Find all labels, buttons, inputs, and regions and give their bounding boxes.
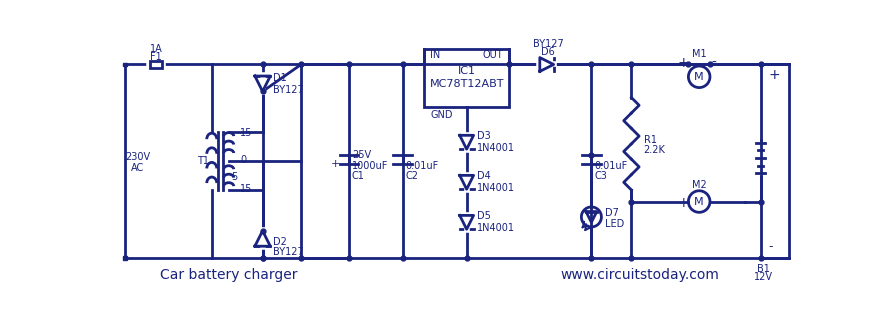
Bar	[122, 62, 127, 66]
Text: F1: F1	[150, 52, 162, 62]
Text: M1: M1	[692, 49, 706, 59]
Text: C3: C3	[595, 171, 607, 181]
Text: R1: R1	[644, 135, 657, 145]
Text: -: -	[769, 240, 773, 253]
Text: M: M	[695, 197, 704, 207]
Text: 1N4001: 1N4001	[477, 184, 516, 194]
Text: Car battery charger: Car battery charger	[160, 268, 298, 282]
Text: M: M	[695, 72, 704, 82]
Text: D3: D3	[477, 131, 491, 141]
Text: C1: C1	[352, 171, 365, 181]
Text: D5: D5	[477, 211, 492, 221]
Text: BY127: BY127	[274, 247, 304, 257]
Text: 15: 15	[240, 184, 253, 194]
Text: +: +	[677, 196, 689, 210]
Bar	[122, 256, 127, 260]
Text: D7: D7	[605, 208, 620, 218]
Text: 1N4001: 1N4001	[477, 143, 516, 153]
Text: 2.2K: 2.2K	[644, 145, 666, 155]
Text: 0.01uF: 0.01uF	[406, 161, 439, 171]
Text: -: -	[712, 56, 716, 70]
Text: D6: D6	[542, 47, 555, 57]
Text: GND: GND	[430, 110, 453, 120]
Text: IC1: IC1	[458, 66, 476, 76]
Text: +: +	[769, 68, 780, 82]
Text: 5: 5	[231, 172, 237, 182]
Bar	[425, 49, 509, 107]
Text: C2: C2	[406, 171, 418, 181]
Text: LED: LED	[605, 219, 625, 229]
Text: IN: IN	[430, 50, 441, 60]
Text: 1000uF: 1000uF	[352, 161, 388, 171]
Text: D1: D1	[274, 73, 287, 83]
Text: D2: D2	[274, 237, 287, 247]
Text: +: +	[677, 56, 689, 70]
Text: MC78T12ABT: MC78T12ABT	[429, 79, 504, 89]
Text: D4: D4	[477, 171, 491, 181]
Text: BY127: BY127	[533, 39, 563, 49]
Text: 15: 15	[240, 128, 253, 138]
Text: 1N4001: 1N4001	[477, 223, 516, 233]
Text: www.circuitstoday.com: www.circuitstoday.com	[561, 268, 720, 282]
Text: 0.01uF: 0.01uF	[595, 161, 628, 171]
Text: +: +	[330, 159, 340, 169]
Text: 0: 0	[240, 155, 247, 165]
Text: T1: T1	[198, 156, 209, 166]
Text: OUT: OUT	[482, 50, 502, 60]
Text: B1: B1	[756, 264, 770, 274]
Text: AC: AC	[131, 163, 145, 173]
Text: 25V: 25V	[352, 150, 371, 160]
Text: 230V: 230V	[125, 152, 150, 162]
Text: M2: M2	[692, 180, 706, 190]
Text: 12V: 12V	[754, 272, 772, 282]
Bar	[150, 61, 163, 68]
Text: BY127: BY127	[274, 85, 304, 95]
Text: 1A: 1A	[150, 44, 163, 54]
